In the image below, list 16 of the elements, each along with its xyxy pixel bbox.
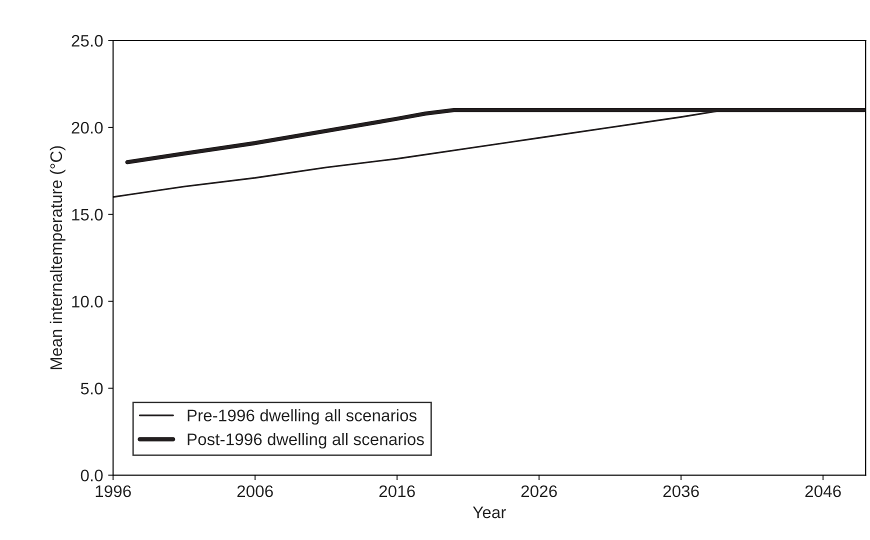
y-tick-label: 0.0 (80, 470, 103, 482)
legend-label: Pre-1996 dwelling all scenarios (188, 409, 417, 425)
x-tick-label: 1996 (96, 485, 131, 498)
y-axis-title: Mean internaltemperature (°C) (50, 146, 66, 370)
x-axis-title: Year (472, 506, 506, 518)
y-tick-label: 25.0 (72, 34, 103, 47)
y-tick-label: 20.0 (72, 122, 103, 134)
x-tick-label: 2026 (521, 485, 557, 498)
y-tick-label: 15.0 (72, 208, 103, 221)
y-tick-label: 10.0 (72, 296, 103, 308)
x-tick-label: 2016 (379, 485, 415, 498)
legend-label: Post-1996 dwelling all scenarios (188, 432, 424, 449)
x-tick-label: 2036 (663, 485, 699, 498)
x-tick-label: 2046 (805, 485, 841, 498)
y-tick-label: 5.0 (80, 382, 103, 394)
x-tick-label: 2006 (237, 485, 273, 498)
